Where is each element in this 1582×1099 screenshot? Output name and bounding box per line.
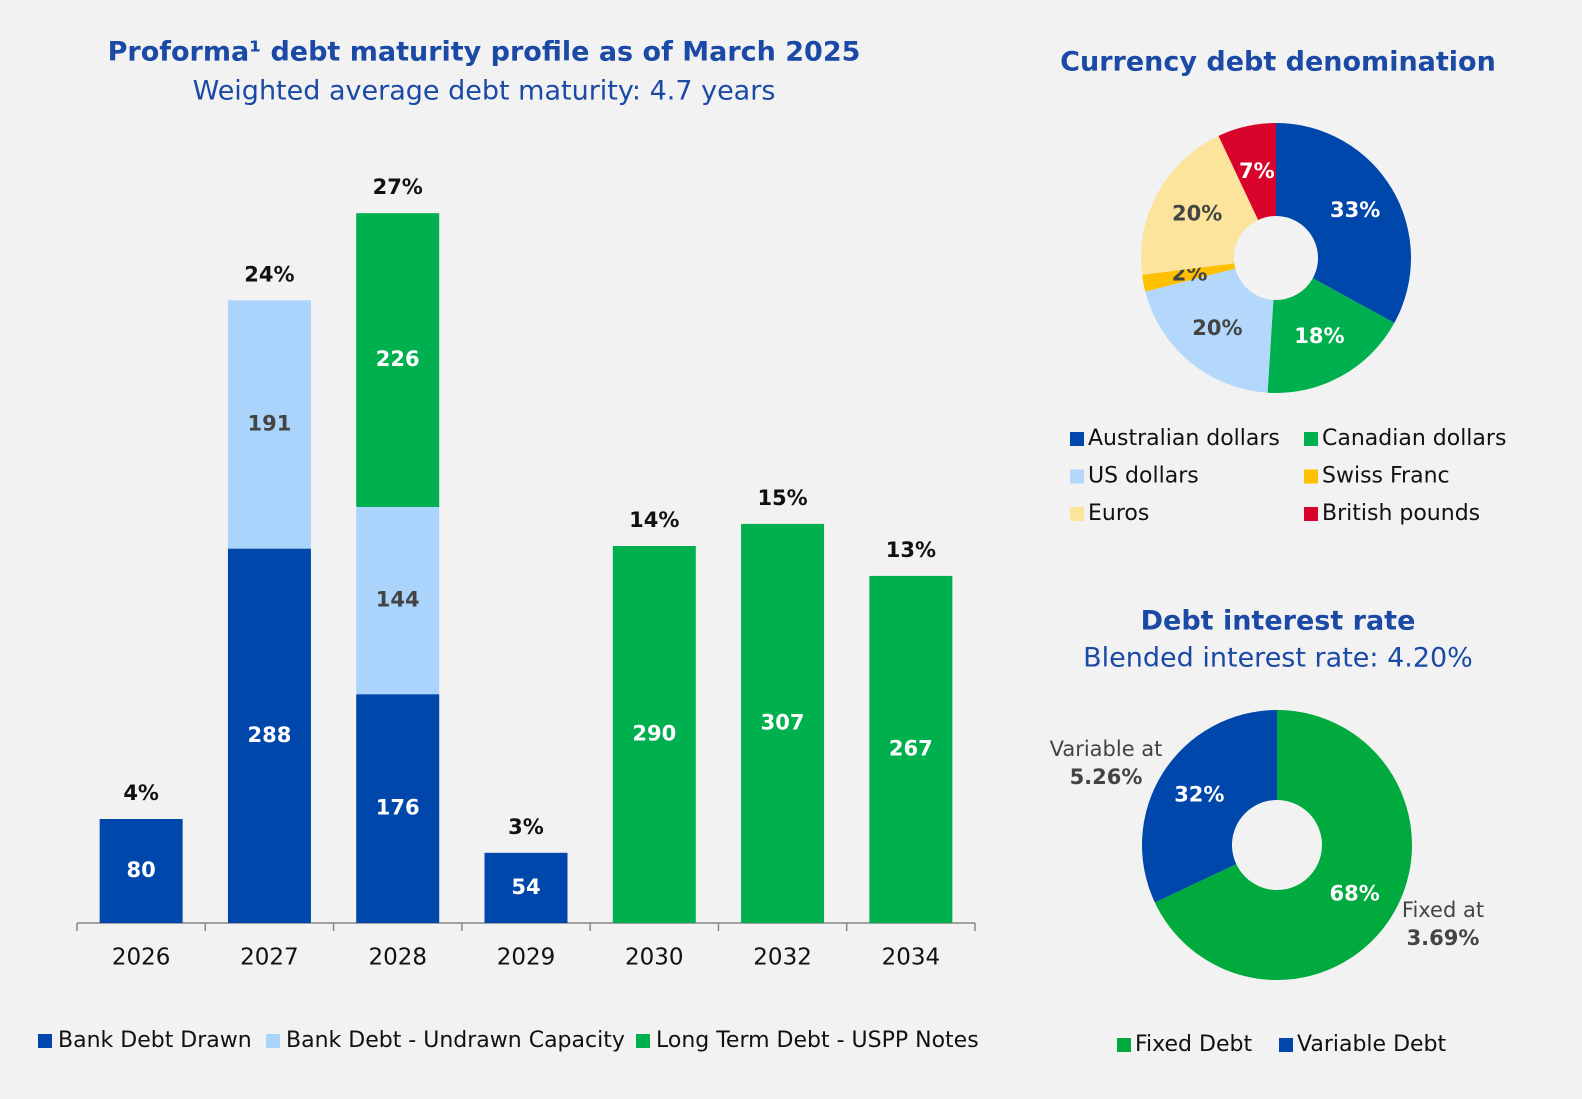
legend-swatch xyxy=(1070,507,1084,521)
bar-value-label: 191 xyxy=(248,411,292,435)
bar-value-label: 80 xyxy=(127,858,156,882)
bar-value-label: 226 xyxy=(376,347,420,371)
pie-slice xyxy=(1218,123,1276,220)
bar-segment xyxy=(356,694,440,923)
bar-segment xyxy=(741,523,825,923)
bar-segment xyxy=(227,548,311,923)
legend-label: British pounds xyxy=(1322,501,1480,526)
legend-label: US dollars xyxy=(1088,464,1199,489)
legend-label: Fixed Debt xyxy=(1135,1032,1252,1057)
legend-swatch xyxy=(1304,469,1318,484)
bar-value-label: 54 xyxy=(511,875,540,899)
bar-segment xyxy=(356,213,440,507)
legend-label: Bank Debt - Undrawn Capacity xyxy=(286,1028,625,1053)
x-tick-label: 2026 xyxy=(112,945,171,971)
legend-swatch xyxy=(38,1034,52,1048)
legend-swatch xyxy=(1304,507,1318,521)
pie-slice xyxy=(1276,123,1411,324)
bar-share-label: 14% xyxy=(629,508,679,532)
bar-share-label: 24% xyxy=(244,262,294,286)
pie-subtitle: Blended interest rate: 4.20% xyxy=(1083,643,1473,674)
bar-value-label: 144 xyxy=(376,588,420,612)
legend-label: Australian dollars xyxy=(1088,426,1280,451)
bar-share-label: 3% xyxy=(508,815,544,839)
bar-subtitle: Weighted average debt maturity: 4.7 year… xyxy=(193,76,776,107)
slice-label: 32% xyxy=(1174,783,1224,807)
x-tick-label: 2030 xyxy=(625,945,684,971)
bar-value-label: 288 xyxy=(248,723,292,747)
bar-value-label: 267 xyxy=(889,736,933,760)
slice-label: 18% xyxy=(1294,324,1344,348)
bar-title: Proforma¹ debt maturity profile as of Ma… xyxy=(108,37,861,68)
bar-share-label: 4% xyxy=(123,781,159,805)
pie-slice xyxy=(1145,268,1274,393)
bar-share-label: 27% xyxy=(373,175,423,199)
pie-slice xyxy=(1142,263,1236,292)
legend-label: Swiss Franc xyxy=(1322,464,1450,489)
pie-slice xyxy=(1267,278,1395,393)
pie-title: Currency debt denomination xyxy=(1060,47,1496,78)
legend-label: Bank Debt Drawn xyxy=(58,1028,252,1053)
bar-share-label: 15% xyxy=(757,486,807,510)
bar-segment xyxy=(484,852,568,923)
bar-value-label: 307 xyxy=(761,710,805,734)
legend-swatch xyxy=(1070,432,1084,446)
annotation-text: Variable at xyxy=(1050,737,1163,761)
legend-swatch xyxy=(636,1034,650,1048)
legend-label: Canadian dollars xyxy=(1322,426,1506,451)
slice-label: 7% xyxy=(1239,159,1275,183)
bar-segment xyxy=(356,507,440,695)
bar-segment xyxy=(227,300,311,549)
bar-segment xyxy=(99,819,183,923)
pie-title: Debt interest rate xyxy=(1141,606,1416,637)
slice-label: 20% xyxy=(1192,316,1242,340)
bar-segment xyxy=(869,575,953,923)
x-tick-label: 2027 xyxy=(240,945,299,971)
legend-swatch xyxy=(1070,469,1084,484)
legend-swatch xyxy=(1304,432,1318,446)
legend-swatch xyxy=(266,1034,280,1048)
pie-slice xyxy=(1142,710,1277,903)
annotation-value: 5.26% xyxy=(1070,765,1143,789)
bar-segment xyxy=(612,546,696,923)
bar-value-label: 176 xyxy=(376,796,420,820)
legend-swatch xyxy=(1279,1038,1293,1052)
pie-slice xyxy=(1141,135,1259,275)
x-tick-label: 2029 xyxy=(497,945,556,971)
annotation-value: 3.69% xyxy=(1407,926,1480,950)
x-tick-label: 2028 xyxy=(368,945,427,971)
legend-label: Variable Debt xyxy=(1297,1032,1447,1057)
bar-value-label: 290 xyxy=(632,722,676,746)
annotation-text: Fixed at xyxy=(1402,898,1484,922)
slice-label: 33% xyxy=(1330,198,1380,222)
legend-label: Euros xyxy=(1088,501,1149,526)
x-tick-label: 2034 xyxy=(882,945,941,971)
legend-swatch xyxy=(1117,1038,1131,1052)
slice-label: 20% xyxy=(1172,202,1222,226)
slice-label: 68% xyxy=(1330,881,1380,905)
bar-share-label: 13% xyxy=(886,538,936,562)
x-tick-label: 2032 xyxy=(753,945,812,971)
pie-slice xyxy=(1154,710,1412,980)
legend-label: Long Term Debt - USPP Notes xyxy=(656,1028,979,1053)
